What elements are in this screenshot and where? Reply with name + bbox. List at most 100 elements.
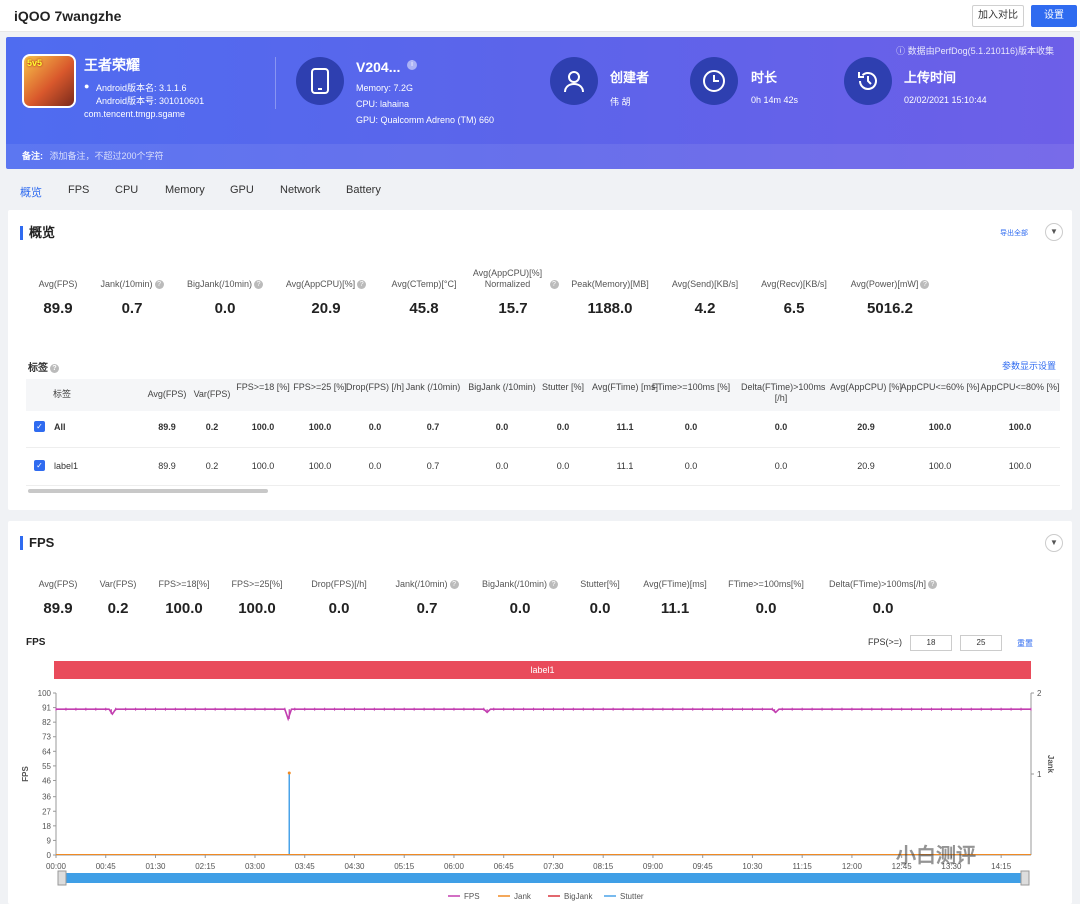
tab-fps[interactable]: FPS	[68, 184, 90, 196]
y-tick-label: 82	[42, 718, 51, 727]
metric-label: Peak(Memory)[MB]	[571, 279, 649, 289]
table-header-cell[interactable]: Delta(FTime)>100ms [/h]	[741, 382, 826, 403]
row-checkbox[interactable]: ✓	[34, 421, 45, 432]
label-bar[interactable]: label1	[54, 661, 1031, 679]
y-tick-label: 73	[42, 733, 51, 742]
metric-label: Avg(CTemp)[°C]	[391, 279, 457, 289]
table-header-cell[interactable]: FPS>=18 [%]	[236, 382, 290, 392]
add-compare-button[interactable]: 加入对比	[972, 5, 1024, 27]
metric-value: 45.8	[409, 300, 439, 317]
tags-label: 标签?	[28, 359, 59, 374]
threshold-label: FPS(>=)	[868, 637, 903, 647]
row-checkbox[interactable]: ✓	[34, 460, 45, 471]
x-tick-label: 13:30	[941, 862, 962, 871]
table-header-cell[interactable]: Avg(FTime) [ms]	[591, 382, 658, 392]
y-tick-label: 36	[42, 793, 51, 802]
help-icon[interactable]: ?	[357, 280, 367, 290]
fps-metric-value: 0.0	[328, 600, 350, 617]
export-all-link[interactable]: 导出全部	[1000, 230, 1028, 237]
table-header-cell[interactable]: BigJank (/10min)	[468, 382, 536, 392]
slider-handle-left[interactable]	[57, 870, 67, 886]
y-tick-label: 46	[42, 776, 51, 785]
settings-button[interactable]: 设置	[1031, 5, 1077, 27]
fps-metric-value: 0.7	[416, 600, 438, 617]
table-cell: 0.0	[495, 422, 509, 432]
help-icon[interactable]: ?	[549, 580, 559, 590]
collapse-fps-icon[interactable]: ▼	[1045, 534, 1063, 552]
table-header-cell[interactable]: FPS>=25 [%]	[293, 382, 347, 392]
x-tick-label: 14:15	[991, 862, 1012, 871]
fps-metric-label: BigJank(/10min)?	[460, 579, 580, 590]
info-icon[interactable]: i	[407, 60, 417, 70]
tab-memory[interactable]: Memory	[165, 184, 205, 196]
slider-handle-right[interactable]	[1020, 870, 1030, 886]
threshold-25-input[interactable]: 25	[960, 635, 1002, 651]
x-tick-label: 10:30	[742, 862, 763, 871]
metric-value: 0.0	[214, 300, 236, 317]
table-header-cell[interactable]: FTime>=100ms [%]	[651, 382, 731, 392]
fps-metric-value: 0.2	[107, 600, 129, 617]
collapse-overview-icon[interactable]: ▼	[1045, 223, 1063, 241]
tab-gpu[interactable]: GPU	[230, 184, 254, 196]
fps-metric-label: Stutter[%]	[580, 579, 620, 589]
fps-metric-value: 11.1	[660, 600, 690, 617]
table-cell: 100.0	[928, 461, 952, 471]
tab-network[interactable]: Network	[280, 184, 321, 196]
x-tick-label: 07:30	[543, 862, 564, 871]
help-icon[interactable]: ?	[154, 280, 164, 290]
watermark: 小白测评	[896, 845, 976, 867]
table-cell: 100.0	[251, 461, 275, 471]
threshold-18-input[interactable]: 18	[910, 635, 952, 651]
creator-value: 伟 胡	[610, 97, 631, 107]
table-cell: label1	[54, 461, 79, 471]
table-cell: 0.0	[556, 422, 570, 432]
x-tick-label: 01:30	[145, 862, 166, 871]
table-header-cell[interactable]: AppCPU<=60% [%]	[900, 382, 980, 392]
fps-metric-value: 89.9	[43, 600, 73, 617]
table-header-cell[interactable]: Avg(AppCPU) [%]	[830, 382, 902, 392]
metric-value: 89.9	[43, 300, 73, 317]
summary-banner: ⓘ 数据由PerfDog(5.1.210116)版本收集 5v5 王者荣耀 ● …	[6, 37, 1074, 169]
table-header-cell[interactable]: Var(FPS)	[193, 389, 231, 399]
app-name: 王者荣耀	[84, 57, 140, 73]
table-header-cell[interactable]: Stutter [%]	[541, 382, 585, 392]
help-icon[interactable]: ?	[920, 280, 930, 290]
help-icon[interactable]: ?	[449, 580, 459, 590]
table-header	[26, 379, 1060, 411]
help-icon[interactable]: ?	[254, 280, 264, 290]
x-tick-label: 09:45	[693, 862, 714, 871]
metric-label: Avg(AppCPU)[%] Normalized?	[453, 268, 573, 290]
table-cell: 0.0	[774, 461, 788, 471]
x-tick-label: 03:45	[295, 862, 316, 871]
tab-overview[interactable]: 概览	[20, 187, 42, 199]
table-header-cell[interactable]: 标签	[53, 389, 72, 399]
table-header-cell[interactable]: Jank (/10min)	[405, 382, 461, 392]
tab-battery[interactable]: Battery	[346, 184, 381, 196]
y-tick-label: 64	[42, 747, 51, 756]
y2-axis-title: Jank	[1046, 755, 1055, 774]
metric-value: 4.2	[694, 300, 716, 317]
duration-value: 0h 14m 42s	[751, 95, 799, 105]
metric-label: BigJank(/10min)?	[165, 279, 285, 290]
chart-title: FPS	[26, 637, 46, 648]
fps-metric-label: Avg(FTime)[ms]	[643, 579, 707, 589]
range-slider[interactable]	[61, 873, 1026, 883]
table-scrollbar[interactable]	[28, 489, 268, 493]
reset-link[interactable]: 重置	[1017, 639, 1033, 648]
table-header-cell[interactable]: Drop(FPS) [/h]	[345, 382, 404, 392]
table-cell: 100.0	[928, 422, 952, 432]
metric-value: 0.7	[121, 300, 143, 317]
help-icon[interactable]: ?	[549, 280, 559, 290]
help-icon[interactable]: ?	[927, 580, 937, 590]
fps-metric-label: Var(FPS)	[99, 579, 137, 589]
fps-metric-label: FTime>=100ms[%]	[728, 579, 804, 589]
game-icon: 5v5	[22, 54, 76, 108]
metric-value: 5016.2	[867, 300, 913, 317]
table-header-cell[interactable]: AppCPU<=80% [%]	[980, 382, 1060, 392]
overview-title: 概览	[20, 226, 55, 240]
table-header-cell[interactable]: Avg(FPS)	[147, 389, 187, 399]
fps-metric-value: 100.0	[238, 600, 276, 617]
param-settings-link[interactable]: 参数显示设置	[1002, 361, 1057, 371]
remark-field[interactable]: 备注: 添加备注，不超过200个字符	[6, 144, 1074, 169]
tab-cpu[interactable]: CPU	[115, 184, 139, 196]
